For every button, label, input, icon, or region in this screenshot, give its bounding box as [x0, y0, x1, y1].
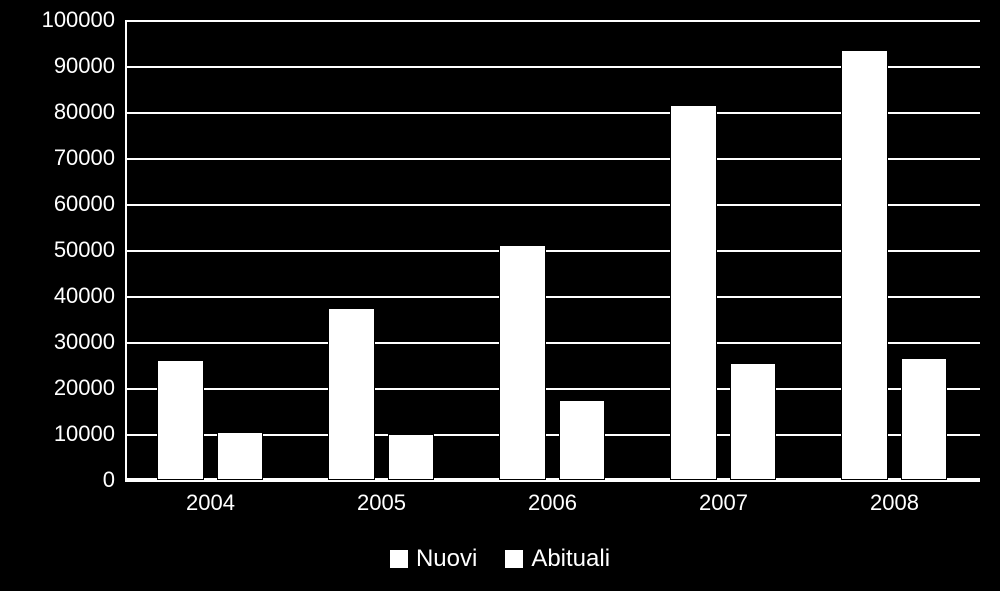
bar	[559, 400, 605, 481]
y-tick-label: 70000	[54, 145, 115, 171]
x-tick-label: 2008	[870, 490, 919, 516]
y-tick-label: 30000	[54, 329, 115, 355]
bar	[328, 308, 374, 481]
legend-item: Nuovi	[390, 545, 477, 573]
bar	[730, 363, 776, 480]
y-tick-label: 80000	[54, 99, 115, 125]
plot-area	[125, 20, 980, 480]
bar	[499, 245, 545, 480]
chart-legend: Nuovi Abituali	[0, 545, 1000, 573]
bar	[901, 358, 947, 480]
legend-swatch	[390, 550, 408, 568]
legend-label: Nuovi	[416, 545, 477, 573]
x-tick-label: 2006	[528, 490, 577, 516]
bar	[841, 50, 887, 480]
x-tick-label: 2004	[186, 490, 235, 516]
y-tick-label: 40000	[54, 283, 115, 309]
y-tick-label: 10000	[54, 421, 115, 447]
y-tick-label: 100000	[42, 7, 115, 33]
gridline	[125, 20, 980, 22]
chart-container: Nuovi Abituali 0 10000 20000 30000 40000 50000…	[0, 0, 1000, 591]
legend-swatch	[505, 550, 523, 568]
bar	[157, 360, 203, 480]
legend-item: Abituali	[505, 545, 610, 573]
x-tick-label: 2007	[699, 490, 748, 516]
y-tick-label: 20000	[54, 375, 115, 401]
bar	[217, 432, 263, 480]
y-tick-label: 50000	[54, 237, 115, 263]
y-tick-label: 90000	[54, 53, 115, 79]
legend-label: Abituali	[531, 545, 610, 573]
y-tick-label: 60000	[54, 191, 115, 217]
y-tick-label: 0	[103, 467, 115, 493]
bar	[388, 434, 434, 480]
bar	[670, 105, 716, 480]
x-tick-label: 2005	[357, 490, 406, 516]
gridline	[125, 480, 980, 482]
